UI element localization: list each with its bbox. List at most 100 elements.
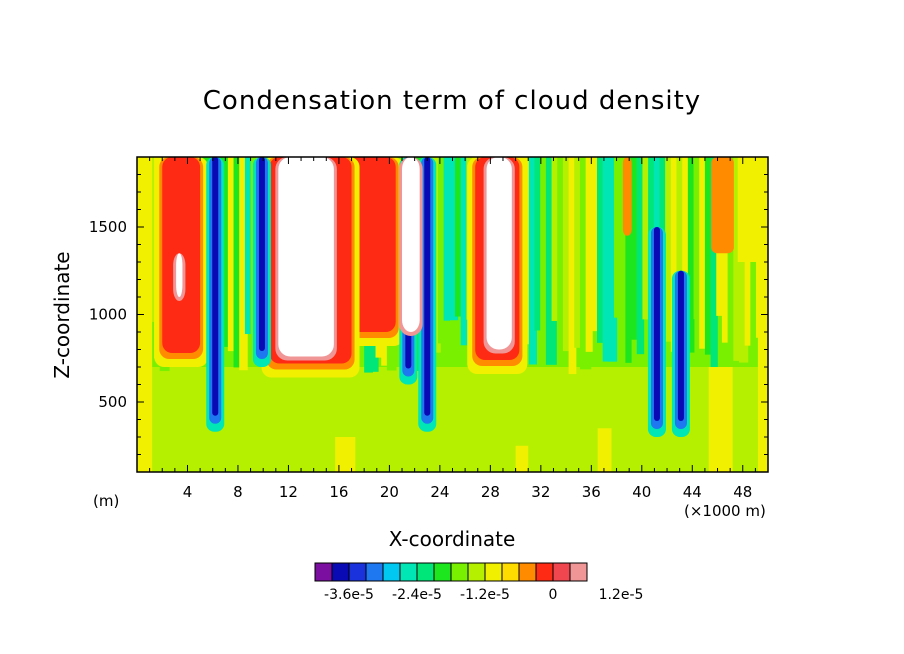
field-column [233,157,244,368]
colorbar-swatch [501,562,520,582]
field-column [449,157,459,321]
blue-streak [677,270,684,421]
field-patch [137,157,153,472]
field-column [687,157,695,353]
field-patch [622,157,632,236]
field-column [534,157,542,331]
y-axis-label: Z-coordinate [50,251,74,378]
field-column [585,157,593,352]
colorbar-tick-label: -3.6e-5 [324,587,374,603]
field-column [670,157,678,352]
colorbar-swatch [535,562,554,582]
x-tick-label: 40 [632,483,651,501]
colorbar: -3.6e-5 -2.4e-5 -1.2e-5 0 1.2e-5 [314,562,644,603]
colorbar-swatch [314,562,333,582]
x-tick-label: 20 [380,483,399,501]
field-column [244,157,254,335]
x-tick-label: 16 [329,483,348,501]
x-tick-label: 28 [481,483,500,501]
chart-title: Condensation term of cloud density [202,86,702,116]
white-region [486,157,512,350]
field-patch [708,367,733,472]
colorbar-swatch [467,562,486,582]
x-tick-label: 48 [733,483,752,501]
colorbar-tick-label: 1.2e-5 [599,587,644,603]
field-column [443,157,451,321]
colorbar-swatch [348,562,367,582]
x-axis-label: X-coordinate [389,527,516,551]
x-tick-label: 44 [683,483,702,501]
x-tick-label: 36 [582,483,601,501]
field-column [631,157,642,340]
blue-streak [653,227,660,421]
colorbar-tick-label: -2.4e-5 [392,587,442,603]
colorbar-swatch [433,562,452,582]
field-column [682,157,692,353]
field-column [545,157,557,365]
x-tick-label: 4 [183,483,193,501]
field-column [574,157,585,348]
field-column [727,157,737,367]
field-patch [515,445,529,472]
blue-streak [258,157,265,351]
field-column [665,157,673,342]
x-tick-label: 8 [233,483,243,501]
field-column [460,157,470,346]
field-patch [335,437,356,472]
colorbar-swatch [331,562,350,582]
field-column [710,157,718,373]
field-column [642,157,650,320]
field-column [227,157,238,352]
colorbar-swatch [569,562,588,582]
colorbar-swatch [382,562,401,582]
field-column [614,157,626,318]
blue-streak [424,157,431,416]
field-column [608,157,618,362]
field-patch [711,157,734,254]
field-patch [597,428,612,472]
field-column [557,157,564,366]
x-tick-label: 32 [531,483,550,501]
colorbar-swatch [518,562,537,582]
field-column [625,157,632,363]
x-tick-label: 12 [279,483,298,501]
colorbar-tick-label: -1.2e-5 [460,587,510,603]
y-tick-label: 1000 [89,306,127,324]
colorbar-swatch [450,562,469,582]
colorbar-swatch [484,562,503,582]
field-column [568,157,577,375]
field-column [602,157,611,362]
field-column [239,157,248,371]
white-region [278,157,334,357]
x-tick-label: 24 [430,483,449,501]
field-column [455,157,464,317]
field-patch [737,157,760,262]
y-unit-label: (m) [93,492,119,510]
white-region [402,157,420,332]
colorbar-swatch [416,562,435,582]
colorbar-swatch [552,562,571,582]
field-column [767,157,768,317]
field-column [733,157,741,361]
field-column [528,157,537,365]
field-column [596,157,603,343]
colorbar-swatch [365,562,384,582]
field-column [636,157,645,355]
field-column [432,157,441,353]
field-column [676,157,687,344]
blue-streak [212,157,219,416]
field-column [693,157,704,320]
y-tick-label: 500 [98,393,127,411]
field-column [551,157,560,321]
field-column [222,157,234,347]
white-region [176,253,183,297]
colorbar-tick-label: 0 [549,587,558,603]
colorbar-swatch [399,562,418,582]
field-column [699,157,711,349]
field-column [562,157,571,352]
x-unit-label: (×1000 m) [684,502,766,520]
field-column [591,157,598,332]
field-column [704,157,717,355]
y-tick-label: 1500 [89,218,127,236]
